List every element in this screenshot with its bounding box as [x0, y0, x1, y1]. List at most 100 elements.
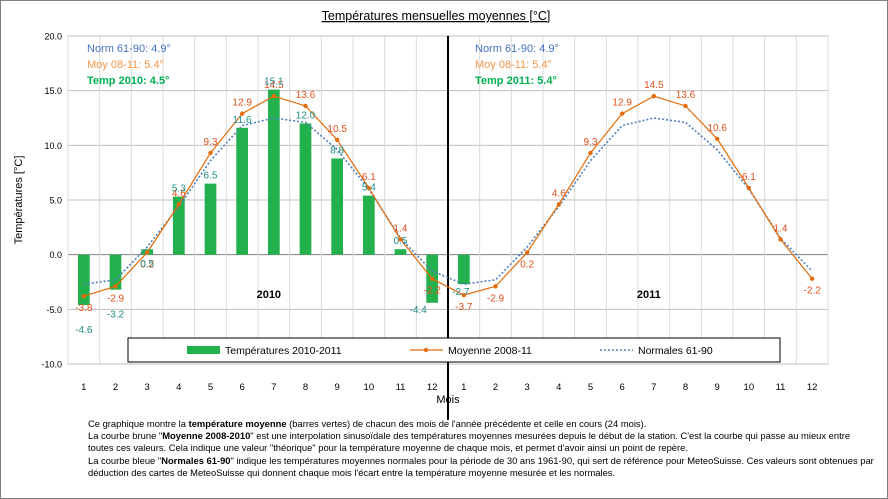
temperature-bar	[394, 249, 407, 255]
legend-swatch-moyenne-marker	[423, 347, 429, 353]
temperature-bar	[109, 254, 122, 290]
moyenne-data-label: 9.3	[584, 137, 598, 148]
caption-text: " est une interpolation sinusoïdale des …	[88, 430, 851, 454]
x-tick-label: 11	[396, 382, 406, 393]
year-label: 2010	[257, 289, 281, 301]
moyenne-point	[144, 250, 150, 255]
moyenne-data-label: 0.2	[520, 259, 534, 270]
moyenne-data-label: 6.1	[362, 172, 376, 183]
moyenne-data-label: 1.4	[394, 223, 408, 234]
temperature-bar	[362, 195, 375, 255]
moyenne-point	[271, 93, 277, 99]
caption-text: La courbe brune "	[88, 430, 163, 442]
bar-data-label: 5.4	[362, 183, 376, 194]
caption-paragraph-1: Ce graphique montre la température moyen…	[88, 418, 878, 430]
legend-swatch-bars	[187, 346, 220, 354]
moyenne-point	[398, 237, 403, 242]
x-tick-label: 6	[240, 382, 245, 393]
moyenne-point	[683, 103, 688, 109]
caption-paragraph-2: La courbe brune "Moyenne 2008-2010" est …	[88, 430, 878, 454]
x-tick-label: 2	[493, 382, 498, 393]
moyenne-data-label: -2.9	[107, 293, 125, 304]
bar-data-label: 11.6	[233, 115, 252, 126]
x-tick-label: 11	[776, 382, 786, 393]
caption-paragraph-3: La courbe bleue "Normales 61-90" indique…	[88, 455, 878, 479]
bar-data-label: 0.5	[394, 236, 408, 247]
bar-data-label: 12.0	[296, 110, 316, 121]
legend-label-bars: Températures 2010-2011	[225, 345, 342, 357]
moyenne-data-label: 6.1	[742, 172, 756, 183]
moyenne-point	[429, 276, 435, 281]
chart-canvas: 20.015.010.05.00.0-5.0-10.01 2 3 4 5 6 7 8 9 10 11…	[13, 9, 829, 420]
bar-data-label: -4.6	[75, 325, 93, 336]
moyenne-point	[746, 185, 752, 191]
moyenne-data-label: 12.9	[612, 98, 632, 109]
x-tick-label: 3	[525, 382, 530, 393]
moyenne-point	[809, 276, 815, 281]
moyenne-point	[556, 202, 562, 207]
y-axis-label: Températures [°C]	[13, 156, 25, 245]
stats-line: Moy 08-11: 5.4°	[87, 59, 164, 71]
moyenne-point	[176, 202, 182, 207]
moyenne-point	[366, 185, 372, 191]
x-axis-label: Mois	[436, 394, 460, 406]
moyenne-data-label: 4.6	[172, 188, 186, 199]
moyenne-data-label: -2.2	[804, 286, 822, 297]
caption-text: La courbe bleue "	[88, 454, 162, 466]
x-tick-label: 6	[620, 382, 625, 393]
moyenne-data-label: 14.5	[264, 80, 284, 91]
bar-data-label: 5.3	[172, 184, 186, 195]
moyenne-point	[778, 237, 783, 242]
y-tick-label: 10.0	[44, 141, 62, 151]
moyenne-data-label: 0.2	[140, 259, 154, 270]
legend-label-normales: Normales 61-90	[638, 345, 713, 357]
bar-data-label: 0.5	[140, 259, 154, 270]
caption-text: Ce graphique montre la	[88, 418, 189, 429]
temperature-bar	[172, 196, 185, 255]
x-tick-label: 1	[81, 382, 86, 393]
temperature-bar	[331, 158, 344, 255]
x-tick-label: 12	[807, 382, 818, 393]
caption-text: " indique les températures moyennes norm…	[88, 454, 874, 478]
bar-data-label: 6.5	[204, 171, 218, 182]
stats-line: Norm 61-90: 4.9°	[475, 43, 559, 55]
stats-line: Temp 2011: 5.4°	[475, 75, 557, 87]
y-tick-label: -5.0	[46, 305, 62, 315]
moyenne-data-label: -2.2	[424, 286, 442, 297]
moyenne-point	[493, 284, 498, 289]
stats-line: Moy 08-11: 5.4°	[475, 59, 552, 71]
bar-data-label: 15.1	[264, 77, 284, 88]
temperature-bar	[457, 254, 470, 285]
x-tick-label: 2	[113, 382, 118, 393]
stats-line: Temp 2010: 4.5°	[87, 75, 169, 87]
caption-emphasis: Normales 61-90	[161, 454, 231, 466]
moyenne-data-label: -3.8	[75, 303, 93, 314]
moyenne-point	[588, 150, 593, 156]
moyenne-point	[239, 111, 245, 116]
moyenne-point	[113, 284, 118, 289]
moyenne-point	[461, 292, 467, 298]
x-tick-label: 7	[651, 382, 656, 393]
x-tick-label: 12	[427, 382, 438, 393]
x-tick-label: 4	[176, 382, 181, 393]
temperature-bar	[267, 89, 280, 255]
moyenne-point	[651, 93, 657, 99]
moyenne-line	[83, 95, 813, 297]
bar-data-label: 8.8	[330, 145, 344, 156]
caption-text: (barres vertes) de chacun des mois de l'…	[286, 418, 647, 429]
x-tick-label: 1	[461, 382, 466, 393]
bar-data-label: -4.4	[410, 305, 428, 316]
moyenne-data-label: 14.5	[644, 80, 664, 91]
moyenne-data-label: 13.6	[676, 90, 696, 101]
x-tick-label: 8	[683, 382, 688, 393]
x-tick-label: 5	[208, 382, 213, 393]
x-tick-label: 10	[744, 382, 755, 393]
moyenne-point	[714, 136, 720, 141]
moyenne-data-label: 9.3	[204, 137, 218, 148]
moyenne-data-label: -2.9	[487, 293, 505, 304]
moyenne-point	[208, 150, 213, 156]
moyenne-point	[524, 250, 530, 255]
x-tick-label: 8	[303, 382, 308, 393]
bar-data-label: -3.2	[107, 310, 125, 321]
temperature-bar	[77, 254, 90, 305]
